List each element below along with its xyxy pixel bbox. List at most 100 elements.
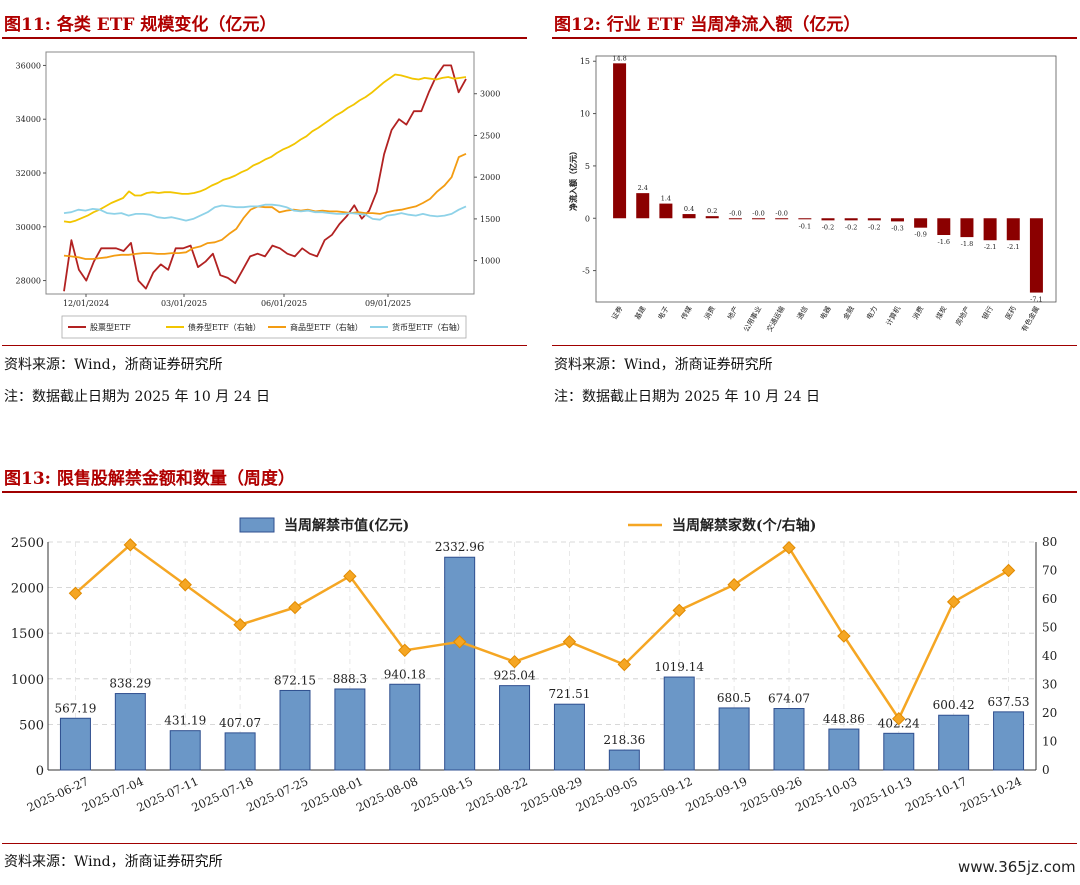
fig13-x-tick-label: 2025-08-08 — [354, 774, 420, 815]
fig11-x-tick-label: 06/01/2025 — [261, 299, 307, 308]
fig13-bar-data-label: 567.19 — [54, 701, 96, 715]
fig13-x-tick-label: 2025-10-03 — [793, 774, 859, 815]
fig12-x-tick-label: 证券 — [610, 305, 625, 322]
fig13-bar — [608, 749, 640, 771]
fig12-bar — [659, 203, 673, 219]
fig13-line-marker — [123, 538, 138, 552]
fig11-left-tick-label: 28000 — [16, 277, 41, 286]
fig12-y-tick-label: -5 — [582, 267, 590, 276]
fig12-x-tick-label: 消费 — [702, 305, 717, 322]
fig11-legend-label: 债券型ETF（右轴） — [188, 322, 261, 332]
fig12-bar — [705, 216, 719, 219]
fig13-left-tick-label: 500 — [19, 718, 44, 733]
fig13-line-marker — [288, 600, 302, 615]
fig12-x-tick-label: 消费 — [911, 305, 926, 322]
fig12-y-tick-label: 0 — [585, 214, 590, 223]
fig13-x-tick-label: 2025-10-24 — [958, 774, 1024, 815]
fig12-data-label: -0.0 — [729, 209, 742, 217]
fig11-left-tick-label: 32000 — [16, 169, 41, 178]
fig12-data-label: -2.1 — [984, 243, 997, 251]
fig13-bar — [883, 732, 915, 771]
fig13-source: 资料来源：Wind，浙商证券研究所 — [4, 854, 223, 870]
fig13-bar — [169, 730, 201, 771]
fig11-left-tick-label: 34000 — [16, 115, 41, 124]
fig12-x-tick-label: 金融 — [841, 305, 856, 322]
fig13-line-marker — [343, 569, 357, 583]
fig13-bar — [718, 707, 750, 771]
fig12-note: 注：数据截止日期为 2025 年 10 月 24 日 — [554, 389, 820, 405]
fig12-bar — [914, 218, 928, 228]
fig12-bar — [613, 63, 627, 219]
fig12-data-label: -0.2 — [845, 223, 858, 231]
fig13-x-tick-label: 2025-06-27 — [25, 774, 91, 815]
fig12-data-label: 0.4 — [684, 205, 694, 213]
fig12-plot-frame — [595, 55, 1057, 303]
fig12-bar — [798, 218, 812, 220]
fig11-series-line-0 — [63, 64, 467, 292]
fig13-line-marker — [452, 635, 467, 649]
fig11-legend-label: 货币型ETF（右轴） — [392, 322, 465, 332]
fig12-data-label: 2.4 — [638, 184, 648, 192]
fig13-x-tick-label: 2025-10-13 — [848, 774, 914, 815]
fig13-bar — [828, 728, 860, 771]
fig13-line-marker — [233, 617, 247, 632]
fig12-data-label: 0.2 — [707, 207, 717, 215]
fig13-bar — [993, 711, 1025, 771]
fig12-bar — [937, 218, 951, 236]
fig13-bar — [773, 708, 805, 771]
fig13-line-marker — [178, 578, 192, 592]
fig13-line-marker — [562, 635, 577, 649]
fig13-line-marker — [727, 578, 741, 592]
fig13-bar-data-label: 680.5 — [717, 691, 751, 705]
fig13-line-marker — [946, 595, 961, 609]
fig13-x-tick-label: 2025-07-18 — [189, 774, 255, 815]
fig13-right-tick-label: 80 — [1042, 535, 1057, 549]
fig12-data-label: -0.2 — [822, 223, 835, 231]
fig13-right-tick-label: 0 — [1042, 763, 1050, 777]
fig12-data-label: -0.1 — [799, 222, 812, 230]
fig11-left-tick-label: 36000 — [16, 61, 41, 70]
fig13-x-tick-label: 2025-08-22 — [464, 774, 530, 815]
fig13-bar — [279, 689, 311, 771]
fig13-right-tick-label: 10 — [1042, 735, 1057, 749]
fig11-series-line-3 — [63, 203, 467, 222]
fig12-data-label: 1.4 — [661, 195, 671, 203]
fig12-data-label: 14.8 — [612, 54, 626, 62]
fig11-right-tick-label: 2000 — [480, 173, 500, 182]
fig11-note: 注：数据截止日期为 2025 年 10 月 24 日 — [4, 389, 270, 405]
fig11-bottom-rule — [2, 345, 527, 346]
fig12-bar — [867, 218, 881, 221]
fig12-bar — [890, 218, 904, 222]
fig12-x-tick-label: 计算机 — [884, 305, 902, 328]
fig12-x-tick-label: 电力 — [864, 305, 879, 322]
fig13-title: 图13: 限售股解禁金额和数量（周度） — [4, 469, 295, 489]
fig13-bar — [553, 703, 585, 771]
fig13-bar-data-label: 448.86 — [823, 712, 865, 726]
fig13-right-tick-label: 60 — [1042, 592, 1057, 606]
fig11-legend-label: 股票型ETF — [90, 323, 131, 332]
fig12-x-tick-label: 房地产 — [953, 305, 971, 328]
fig12-x-tick-label: 通信 — [795, 305, 810, 322]
fig12-data-label: -0.0 — [775, 209, 788, 217]
fig12-data-label: -0.2 — [868, 223, 881, 231]
fig13-right-tick-label: 50 — [1042, 621, 1057, 635]
fig13-left-tick-label: 2000 — [11, 582, 44, 597]
fig11-right-tick-label: 1500 — [480, 215, 500, 224]
fig13-bar-data-label: 940.18 — [384, 667, 426, 681]
fig13-bar — [663, 676, 695, 771]
fig12-data-label: -2.1 — [1007, 243, 1020, 251]
fig13-left-tick-label: 1000 — [11, 673, 44, 688]
watermark: www.365jz.com — [958, 858, 1076, 876]
fig12-x-tick-label: 电器 — [818, 305, 833, 322]
fig13-right-tick-label: 40 — [1042, 649, 1057, 663]
fig13-left-tick-label: 1500 — [11, 627, 44, 642]
fig12-bar — [960, 218, 974, 238]
fig12-data-label: -0.0 — [752, 209, 765, 217]
fig12-x-tick-label: 电子 — [656, 305, 671, 322]
fig12-bar — [728, 218, 742, 220]
fig13-line-marker — [672, 603, 686, 618]
fig13-line-marker — [837, 629, 851, 643]
fig13-line-marker — [68, 586, 83, 601]
fig12-x-tick-label: 基建 — [633, 305, 648, 322]
fig13-bar-data-label: 674.07 — [768, 692, 810, 706]
